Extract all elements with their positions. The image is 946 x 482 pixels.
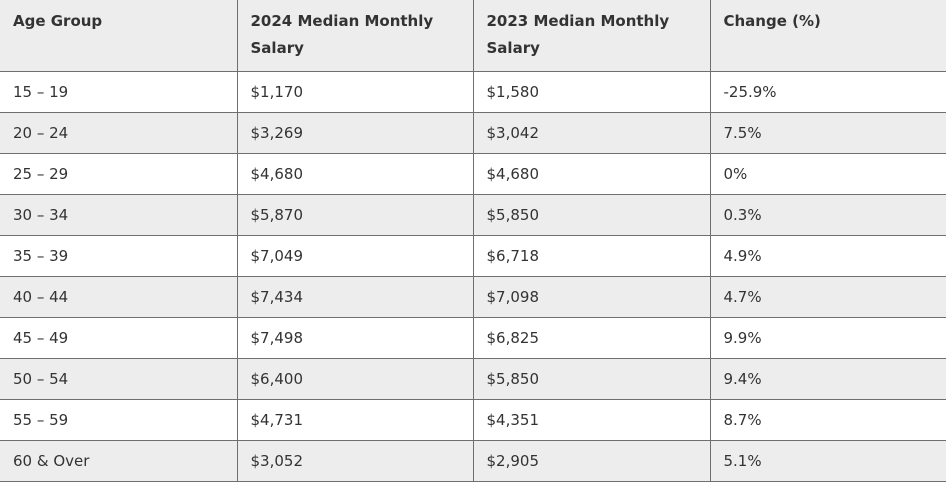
cell-2024-median: $7,498 (236, 317, 474, 359)
cell-change: 5.1% (709, 440, 946, 482)
header-2023-median: 2023 Median Monthly Salary (472, 0, 711, 72)
cell-2023-median: $6,825 (472, 317, 711, 359)
cell-2024-median: $1,170 (236, 71, 474, 113)
cell-age-group: 30 – 34 (0, 194, 238, 236)
table-header-row: Age Group 2024 Median Monthly Salary 202… (0, 0, 946, 72)
cell-2024-median: $5,870 (236, 194, 474, 236)
cell-change: 7.5% (709, 112, 946, 154)
cell-change: 4.9% (709, 235, 946, 277)
cell-2023-median: $5,850 (472, 194, 711, 236)
header-change: Change (%) (709, 0, 946, 72)
cell-change: 4.7% (709, 276, 946, 318)
header-age-group: Age Group (0, 0, 238, 72)
cell-change: 0.3% (709, 194, 946, 236)
cell-age-group: 15 – 19 (0, 71, 238, 113)
cell-2023-median: $3,042 (472, 112, 711, 154)
cell-age-group: 45 – 49 (0, 317, 238, 359)
cell-2023-median: $4,351 (472, 399, 711, 441)
cell-2024-median: $3,052 (236, 440, 474, 482)
header-2024-median: 2024 Median Monthly Salary (236, 0, 474, 72)
cell-age-group: 55 – 59 (0, 399, 238, 441)
cell-2024-median: $3,269 (236, 112, 474, 154)
table-row: 50 – 54 $6,400 $5,850 9.4% (0, 358, 946, 400)
cell-change: 9.4% (709, 358, 946, 400)
table-row: 60 & Over $3,052 $2,905 5.1% (0, 440, 946, 482)
cell-age-group: 35 – 39 (0, 235, 238, 277)
cell-2023-median: $1,580 (472, 71, 711, 113)
cell-change: 8.7% (709, 399, 946, 441)
cell-2024-median: $4,680 (236, 153, 474, 195)
cell-2024-median: $7,434 (236, 276, 474, 318)
cell-2023-median: $7,098 (472, 276, 711, 318)
cell-change: 0% (709, 153, 946, 195)
cell-age-group: 20 – 24 (0, 112, 238, 154)
table-row: 40 – 44 $7,434 $7,098 4.7% (0, 276, 946, 318)
cell-2023-median: $4,680 (472, 153, 711, 195)
cell-2023-median: $2,905 (472, 440, 711, 482)
cell-2024-median: $4,731 (236, 399, 474, 441)
cell-age-group: 25 – 29 (0, 153, 238, 195)
table-row: 35 – 39 $7,049 $6,718 4.9% (0, 235, 946, 277)
table-row: 20 – 24 $3,269 $3,042 7.5% (0, 112, 946, 154)
cell-2024-median: $7,049 (236, 235, 474, 277)
cell-2023-median: $6,718 (472, 235, 711, 277)
cell-2024-median: $6,400 (236, 358, 474, 400)
table-row: 30 – 34 $5,870 $5,850 0.3% (0, 194, 946, 236)
table-row: 15 – 19 $1,170 $1,580 -25.9% (0, 71, 946, 113)
cell-2023-median: $5,850 (472, 358, 711, 400)
cell-age-group: 50 – 54 (0, 358, 238, 400)
table-row: 55 – 59 $4,731 $4,351 8.7% (0, 399, 946, 441)
cell-change: 9.9% (709, 317, 946, 359)
table-row: 45 – 49 $7,498 $6,825 9.9% (0, 317, 946, 359)
cell-age-group: 40 – 44 (0, 276, 238, 318)
table-row: 25 – 29 $4,680 $4,680 0% (0, 153, 946, 195)
cell-change: -25.9% (709, 71, 946, 113)
cell-age-group: 60 & Over (0, 440, 238, 482)
